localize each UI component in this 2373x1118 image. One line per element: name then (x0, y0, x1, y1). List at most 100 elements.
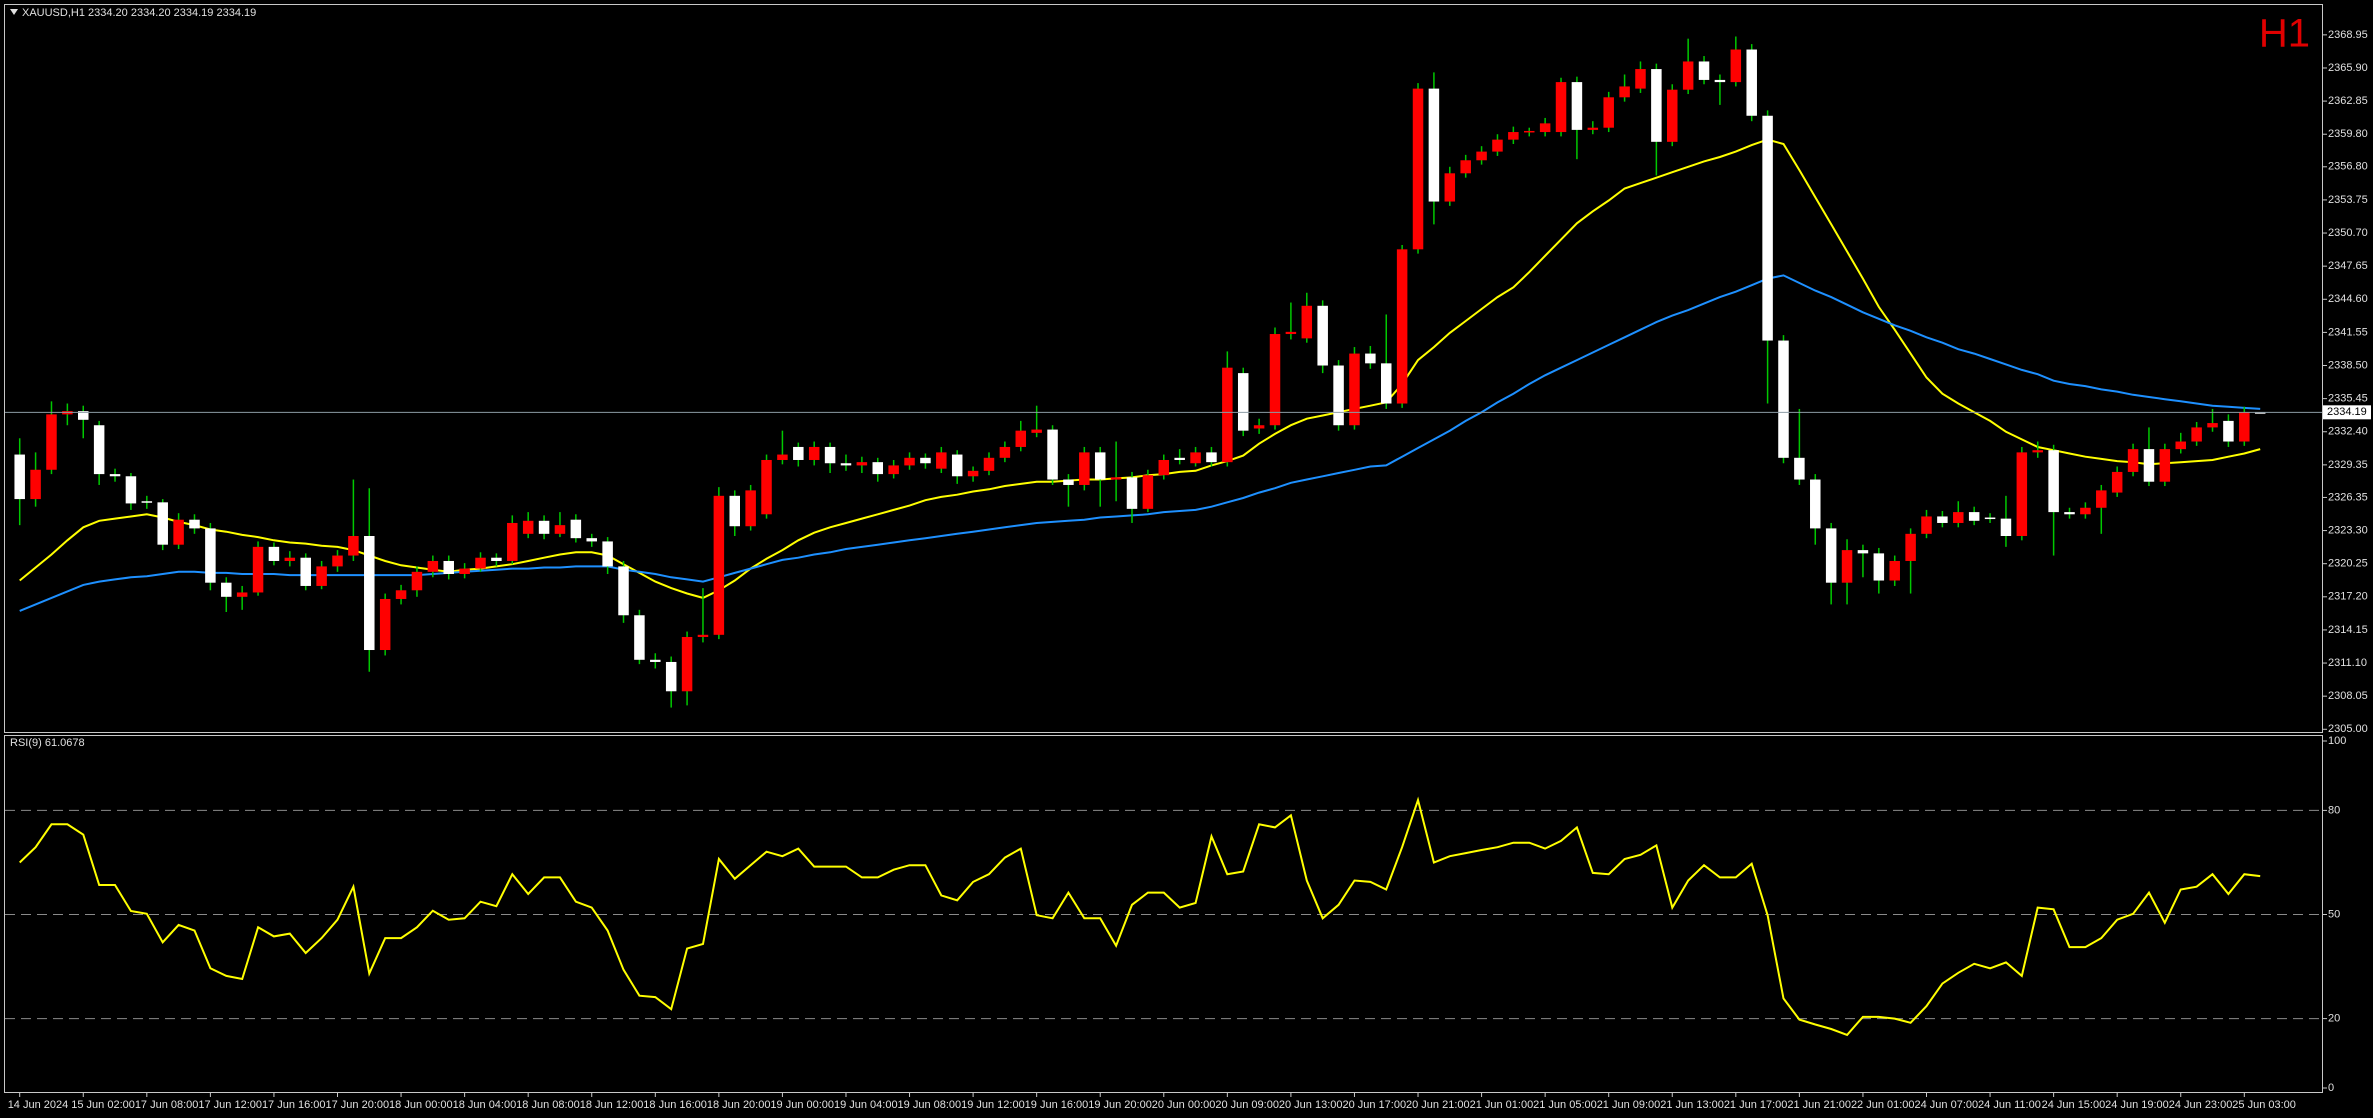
rsi-label: RSI(9) 61.0678 (10, 737, 85, 749)
candle-body (205, 528, 216, 583)
candle-body (189, 519, 200, 529)
y-tick-label: 2314.15 (2328, 624, 2368, 636)
candle-body (1333, 365, 1344, 426)
candle-body (808, 446, 820, 460)
y-tick-label: 2323.30 (2328, 524, 2368, 536)
candle-body (1921, 516, 1932, 534)
candle-body (221, 582, 232, 597)
candle-body (1539, 123, 1551, 133)
candle-body (650, 659, 661, 662)
candle-body (570, 519, 582, 539)
x-tick-label: 19 Jun 16:00 (1025, 1099, 1089, 1111)
candle-body (872, 462, 884, 475)
candle-body (236, 592, 248, 597)
candle-body (332, 555, 343, 567)
candle-body (1222, 367, 1233, 463)
y-tick-label: 80 (2328, 804, 2340, 816)
chart-header: XAUUSD,H1 2334.20 2334.20 2334.19 2334.1… (22, 7, 256, 19)
candle-body (1571, 82, 1583, 130)
candle-body (157, 502, 168, 545)
y-tick-label: 2344.60 (2328, 293, 2368, 305)
candle-body (1603, 97, 1614, 128)
candle-body (364, 535, 375, 651)
candle-body (1905, 533, 1916, 561)
candle-body (348, 535, 359, 556)
candle-body (936, 452, 947, 469)
y-tick-label: 2332.40 (2328, 426, 2368, 438)
last-price-box (2323, 405, 2371, 420)
candle-body (2096, 490, 2107, 508)
y-tick-label: 2365.90 (2328, 62, 2368, 74)
x-tick-label: 25 Jun 03:00 (2232, 1099, 2296, 1111)
candle-body (1587, 127, 1599, 130)
candle-body (2223, 420, 2234, 442)
candle-body (2016, 452, 2028, 536)
candle-body (1746, 49, 1757, 116)
candle-body (554, 525, 566, 534)
y-tick-label: 2335.45 (2328, 393, 2368, 405)
candle-body (1984, 517, 1996, 520)
timeframe-label: H1 (2259, 12, 2310, 56)
candle-body (777, 454, 788, 460)
candle-body (1142, 475, 1154, 509)
x-tick-label: 20 Jun 21:00 (1406, 1099, 1470, 1111)
candle-body (1301, 305, 1313, 339)
x-tick-label: 18 Jun 00:00 (389, 1099, 453, 1111)
candle-body (920, 457, 931, 464)
candle-body (475, 557, 486, 569)
x-tick-label: 24 Jun 23:00 (2169, 1099, 2233, 1111)
y-tick-label: 2347.65 (2328, 260, 2368, 272)
candle-body (602, 541, 613, 567)
candle-body (2000, 518, 2012, 536)
x-tick-label: 24 Jun 19:00 (2105, 1099, 2169, 1111)
y-tick-label: 2341.55 (2328, 326, 2368, 338)
candle-body (46, 414, 57, 470)
candle-body (538, 520, 550, 534)
candle-body (1237, 373, 1249, 431)
y-tick-label: 20 (2328, 1013, 2340, 1025)
candle-body (1825, 528, 1837, 583)
candle-body (1889, 560, 1900, 581)
candle-body (1349, 353, 1360, 426)
x-tick-label: 14 Jun 2024 (8, 1099, 69, 1111)
candle-body (1285, 331, 1297, 335)
x-tick-label: 15 Jun 02:00 (71, 1099, 135, 1111)
candle-body (1094, 452, 1106, 480)
candle-body (2191, 427, 2202, 442)
candle-body (1015, 430, 1027, 447)
candle-body (681, 636, 693, 692)
x-tick-label: 24 Jun 11:00 (1978, 1099, 2041, 1111)
candle-body (459, 568, 470, 575)
candle-body (2254, 412, 2266, 414)
candle-body (284, 557, 296, 561)
x-tick-label: 19 Jun 12:00 (961, 1099, 1025, 1111)
menu-triangle (10, 9, 18, 15)
candle-body (2080, 507, 2091, 515)
candle-body (1110, 477, 1122, 480)
candle-body (1873, 553, 1885, 581)
candle-body (1810, 479, 1821, 529)
candle-body (1206, 452, 1217, 463)
x-tick-label: 22 Jun 01:00 (1851, 1099, 1915, 1111)
candle-body (1444, 173, 1456, 202)
y-tick-label: 2308.05 (2328, 690, 2368, 702)
candle-body (411, 571, 423, 591)
candle-body (1762, 115, 1773, 341)
candle-body (252, 546, 264, 593)
candle-body (983, 457, 995, 471)
candle-body (1190, 452, 1201, 464)
x-tick-label: 18 Jun 12:00 (580, 1099, 644, 1111)
y-tick-label: 2326.35 (2328, 491, 2368, 503)
candle-body (1635, 69, 1646, 89)
candle-body (2207, 423, 2218, 428)
candle-body (665, 661, 677, 692)
x-tick-label: 19 Jun 08:00 (898, 1099, 962, 1111)
candle-body (888, 465, 899, 475)
candle-body (1174, 457, 1185, 460)
candle-body (1126, 477, 1138, 509)
x-tick-label: 21 Jun 13:00 (1660, 1099, 1724, 1111)
candle-body (2159, 449, 2171, 482)
candle-body (1857, 550, 1869, 554)
candle-body (697, 634, 709, 637)
candle-body (840, 463, 852, 466)
